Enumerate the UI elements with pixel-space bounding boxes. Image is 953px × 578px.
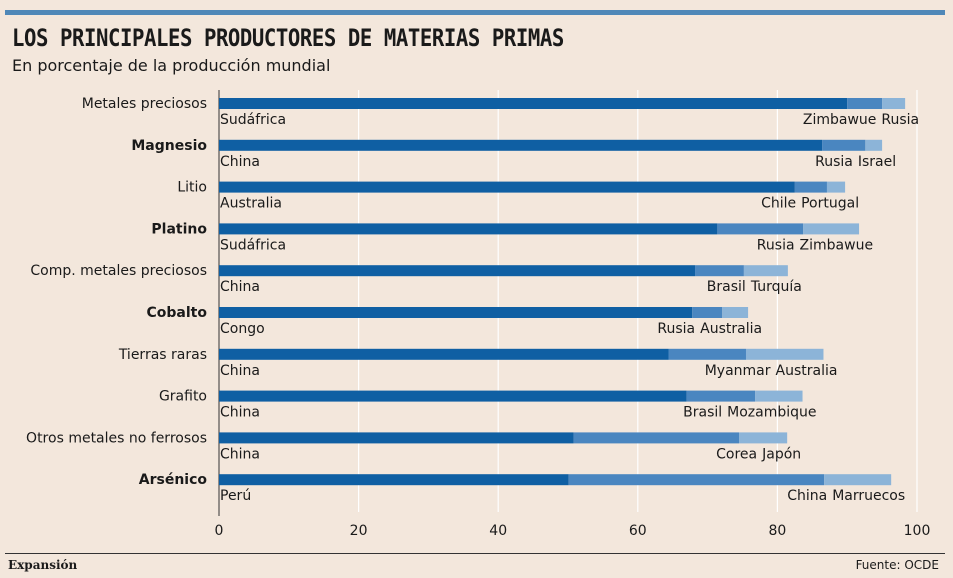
x-tick-label: 40 xyxy=(489,523,507,539)
bar-segment xyxy=(824,474,892,486)
country-label: Rusia xyxy=(657,321,695,337)
bar-segment xyxy=(219,223,718,235)
bar-segment xyxy=(219,181,795,193)
bar-segment xyxy=(743,265,788,277)
bar-segment xyxy=(695,265,744,277)
bar-segment xyxy=(668,348,746,360)
chart-subtitle: En porcentaje de la producción mundial xyxy=(12,56,331,75)
bar-segment xyxy=(219,348,669,360)
country-label: Australia xyxy=(220,196,282,212)
category-label: Litio xyxy=(177,180,207,196)
bottom-rule xyxy=(5,553,945,554)
category-label: Tierras raras xyxy=(118,347,207,363)
country-label: Brasil xyxy=(707,279,746,295)
chart-title: LOS PRINCIPALES PRODUCTORES DE MATERIAS … xyxy=(12,24,564,52)
top-rule xyxy=(5,10,945,15)
country-label: Zimbawue xyxy=(800,237,874,253)
country-label: Zimbawue xyxy=(803,112,877,128)
category-label: Otros metales no ferrosos xyxy=(26,430,207,446)
country-label: Mozambique xyxy=(727,405,816,421)
bar-segment xyxy=(568,474,825,486)
x-tick-label: 100 xyxy=(904,523,931,539)
bar-segment xyxy=(882,98,906,109)
category-label: Metales preciosos xyxy=(82,96,207,112)
bar-segment xyxy=(692,307,723,318)
x-tick-label: 0 xyxy=(215,523,224,539)
country-label: Myanmar xyxy=(705,363,771,379)
bar-segment xyxy=(794,181,827,193)
country-label: China xyxy=(787,488,827,504)
x-tick-label: 80 xyxy=(768,523,786,539)
country-label: Congo xyxy=(220,321,265,337)
country-label: Sudáfrica xyxy=(220,112,286,128)
country-label: Chile xyxy=(761,196,796,212)
brand-logo: Expansión xyxy=(8,558,78,572)
bar-segment xyxy=(573,432,740,444)
bar-segment xyxy=(717,223,804,235)
country-label: Rusia xyxy=(757,237,795,253)
country-label: Rusia xyxy=(881,112,919,128)
country-label: Portugal xyxy=(801,196,859,212)
source-note: Fuente: OCDE xyxy=(855,558,939,572)
bar-segment xyxy=(755,390,803,402)
country-label: Japón xyxy=(761,446,801,462)
country-label: Corea xyxy=(716,446,757,462)
bar-segment xyxy=(745,348,824,360)
category-label: Grafito xyxy=(159,389,207,405)
bar-segment xyxy=(219,139,823,151)
bar-segment xyxy=(826,181,846,193)
country-label: Brasil xyxy=(683,405,722,421)
bar-segment xyxy=(219,307,693,318)
bar-segment xyxy=(219,390,687,402)
country-label: China xyxy=(220,154,260,170)
bar-segment xyxy=(822,139,866,151)
country-label: Sudáfrica xyxy=(220,237,286,253)
country-label: Rusia xyxy=(815,154,853,170)
bar-segment xyxy=(803,223,860,235)
bar-segment xyxy=(219,98,848,109)
country-label: China xyxy=(220,279,260,295)
bar-segment xyxy=(739,432,788,444)
category-label: Magnesio xyxy=(131,138,207,154)
bar-segment xyxy=(847,98,883,109)
x-tick-label: 60 xyxy=(629,523,647,539)
country-label: China xyxy=(220,446,260,462)
bar-segment xyxy=(219,432,574,444)
country-label: Australia xyxy=(700,321,762,337)
bar-segment xyxy=(686,390,756,402)
bar-segment xyxy=(219,265,696,277)
bar-segment xyxy=(722,307,749,318)
country-label: Australia xyxy=(776,363,838,379)
category-label: Arsénico xyxy=(139,472,208,488)
category-label: Platino xyxy=(151,221,207,237)
country-label: China xyxy=(220,405,260,421)
country-label: Marruecos xyxy=(832,488,905,504)
bar-segment xyxy=(219,474,569,486)
bar-segment xyxy=(865,139,883,151)
x-tick-label: 20 xyxy=(350,523,368,539)
country-label: Turquía xyxy=(750,279,802,295)
country-label: China xyxy=(220,363,260,379)
category-label: Comp. metales preciosos xyxy=(30,263,207,279)
country-label: Perú xyxy=(220,488,251,504)
country-label: Israel xyxy=(858,154,896,170)
category-label: Cobalto xyxy=(147,305,208,321)
